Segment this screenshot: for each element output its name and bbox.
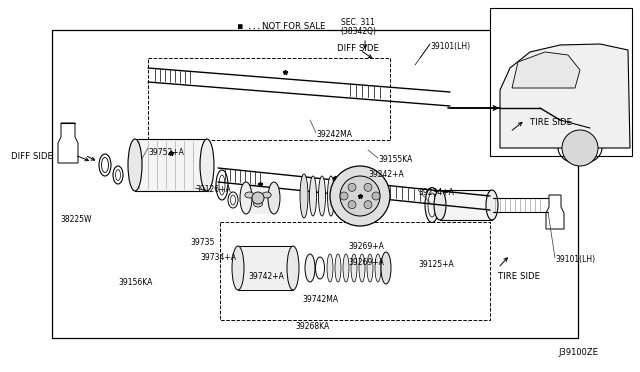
Text: 39156KA: 39156KA (118, 278, 152, 287)
Text: 39101(LH): 39101(LH) (430, 42, 470, 51)
Ellipse shape (240, 182, 252, 214)
Text: TIRE SIDE: TIRE SIDE (498, 272, 540, 281)
Text: 39269+A: 39269+A (348, 258, 384, 267)
Ellipse shape (372, 174, 380, 218)
Ellipse shape (351, 254, 357, 282)
Text: (38342Q): (38342Q) (340, 27, 376, 36)
Text: 39752+A: 39752+A (148, 148, 184, 157)
Circle shape (562, 130, 598, 166)
Ellipse shape (367, 254, 373, 282)
Ellipse shape (287, 246, 299, 290)
Text: SEC. 311: SEC. 311 (341, 18, 375, 27)
Ellipse shape (319, 176, 326, 216)
Bar (135, 139, 207, 191)
Text: J39100ZE: J39100ZE (558, 348, 598, 357)
Circle shape (364, 183, 372, 191)
Text: 39742MA: 39742MA (302, 295, 338, 304)
Polygon shape (512, 52, 580, 88)
Ellipse shape (300, 174, 308, 218)
Text: NOT FOR SALE: NOT FOR SALE (262, 22, 326, 31)
Bar (52, 30, 578, 338)
Ellipse shape (232, 246, 244, 290)
Bar (238, 246, 293, 290)
Circle shape (372, 192, 380, 200)
Ellipse shape (128, 139, 142, 191)
Circle shape (364, 201, 372, 209)
Circle shape (348, 183, 356, 191)
Bar (220, 222, 490, 320)
Ellipse shape (200, 139, 214, 191)
Text: 39101(LH): 39101(LH) (555, 255, 595, 264)
Text: 39742+A: 39742+A (248, 272, 284, 281)
Bar (440, 190, 492, 220)
Text: ■ ......: ■ ...... (238, 22, 275, 31)
Circle shape (340, 192, 348, 200)
Ellipse shape (328, 176, 335, 216)
Text: DIFF SIDE: DIFF SIDE (11, 152, 53, 161)
Ellipse shape (486, 190, 498, 220)
Ellipse shape (343, 254, 349, 282)
Circle shape (330, 166, 390, 226)
Polygon shape (58, 123, 78, 163)
Text: 39155KA: 39155KA (378, 155, 412, 164)
Polygon shape (500, 44, 630, 148)
Text: DIFF SIDE: DIFF SIDE (337, 44, 379, 53)
Ellipse shape (434, 190, 446, 220)
Circle shape (252, 192, 264, 204)
Ellipse shape (327, 254, 333, 282)
Text: TIRE SIDE: TIRE SIDE (530, 118, 572, 127)
Ellipse shape (355, 176, 362, 216)
Bar (490, 8, 632, 156)
Text: 39268KA: 39268KA (295, 322, 329, 331)
Text: 39242+A: 39242+A (368, 170, 404, 179)
Ellipse shape (268, 182, 280, 214)
Text: 39125+A: 39125+A (418, 260, 454, 269)
Text: 39126+A: 39126+A (195, 185, 231, 194)
Text: 39242MA: 39242MA (316, 130, 352, 139)
Circle shape (348, 201, 356, 209)
Text: 39735: 39735 (190, 238, 214, 247)
Ellipse shape (381, 252, 391, 284)
Ellipse shape (335, 254, 341, 282)
Polygon shape (546, 195, 564, 229)
Text: 39734+A: 39734+A (200, 253, 236, 262)
Text: 39269+A: 39269+A (348, 242, 384, 251)
Ellipse shape (337, 176, 344, 216)
Bar (246, 182, 274, 214)
Ellipse shape (253, 201, 262, 207)
Text: 38225W: 38225W (60, 215, 92, 224)
Ellipse shape (425, 187, 439, 222)
Ellipse shape (346, 176, 353, 216)
Ellipse shape (262, 192, 271, 198)
Ellipse shape (310, 176, 317, 216)
Ellipse shape (245, 192, 254, 198)
Ellipse shape (364, 176, 371, 216)
Circle shape (340, 176, 380, 216)
Ellipse shape (375, 254, 381, 282)
Ellipse shape (305, 254, 315, 282)
Text: 39234+A: 39234+A (418, 188, 454, 197)
Ellipse shape (359, 254, 365, 282)
